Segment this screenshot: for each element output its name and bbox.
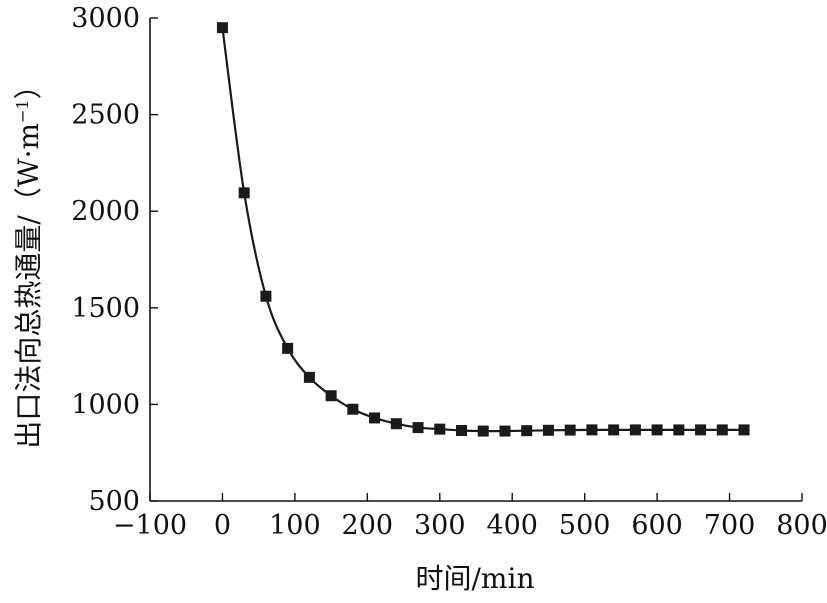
data-point-marker: [542, 424, 554, 436]
y-axis-title-superscript: −1: [13, 99, 32, 123]
x-tick-label: 800: [776, 510, 827, 541]
x-tick-label: −100: [113, 510, 187, 541]
x-tick-label: 500: [559, 510, 611, 541]
x-tick-label: 0: [214, 510, 231, 541]
y-axis-title: 出口法向总热通量/（W·m−1）: [12, 71, 45, 448]
x-tick-labels: −100 0 100 200 300 400 500 600 700 800: [113, 510, 827, 541]
y-tick-label: 2000: [71, 196, 140, 227]
data-point-marker: [629, 424, 641, 436]
data-point-marker: [456, 424, 468, 436]
data-point-marker: [499, 425, 511, 437]
x-tick-label: 200: [342, 510, 394, 541]
y-tick-labels: 500 1000 1500 2000 2500 3000: [71, 3, 140, 517]
data-point-marker: [216, 22, 228, 34]
y-axis-title-close: ）: [12, 71, 45, 99]
y-tick-label: 500: [88, 486, 140, 517]
data-point-marker: [477, 425, 489, 437]
axes: [149, 18, 802, 502]
data-point-marker: [695, 424, 707, 436]
y-tick-label: 1000: [71, 389, 140, 420]
data-point-marker: [412, 422, 424, 434]
y-tick-label: 2500: [71, 100, 140, 131]
data-point-marker: [238, 187, 250, 199]
y-axis-title-group: 出口法向总热通量/（W·m−1）: [12, 71, 45, 448]
data-point-marker: [564, 424, 576, 436]
data-point-marker: [303, 371, 315, 383]
data-point-marker: [673, 424, 685, 436]
y-tick-label: 3000: [71, 3, 140, 34]
x-tick-label: 600: [631, 510, 683, 541]
x-tick-label: 400: [486, 510, 538, 541]
data-point-marker: [738, 424, 750, 436]
data-point-marker: [586, 424, 598, 436]
data-point-marker: [716, 424, 728, 436]
series-group: [216, 22, 750, 437]
data-point-marker: [608, 424, 620, 436]
x-tick-label: 700: [704, 510, 756, 541]
data-point-marker: [651, 424, 663, 436]
x-axis-title: 时间/min: [416, 562, 535, 595]
y-axis-title-main: 出口法向总热通量/（W·m: [12, 123, 45, 449]
data-point-marker: [282, 342, 294, 354]
x-tick-label: 300: [414, 510, 466, 541]
series-line: [221, 27, 745, 433]
data-point-marker: [325, 390, 337, 402]
tick-marks: [149, 17, 803, 502]
data-point-marker: [521, 425, 533, 437]
data-point-marker: [434, 423, 446, 435]
data-point-marker: [260, 290, 272, 302]
data-point-marker: [347, 403, 359, 415]
data-point-marker: [369, 412, 381, 424]
x-tick-label: 100: [269, 510, 321, 541]
y-tick-label: 1500: [71, 293, 140, 324]
data-point-marker: [390, 418, 402, 430]
